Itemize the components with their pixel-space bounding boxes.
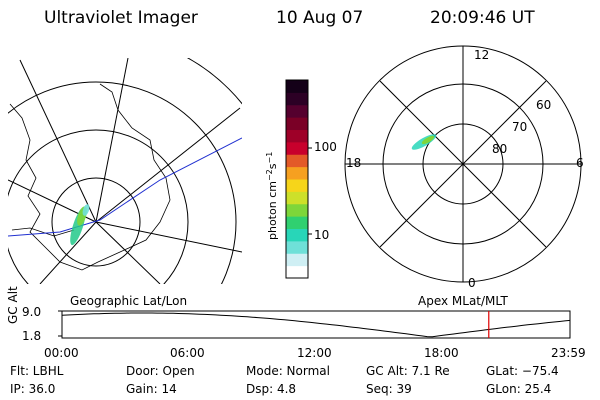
polar-aurora-emission [421, 135, 435, 145]
geo-meridian [39, 221, 97, 284]
colorbar-segment [286, 203, 308, 217]
geo-meridian [19, 59, 97, 223]
timeline-xtick: 12:00 [297, 346, 332, 360]
timeline-ylabel: GC Alt [6, 286, 20, 324]
timeline-xtick: 23:59 [551, 346, 586, 360]
mlat-label-60: 60 [536, 98, 552, 112]
colorbar-segment [286, 117, 308, 131]
geo-lat-circle [8, 81, 237, 284]
colorbar-segment [286, 228, 308, 242]
geo-meridian [95, 221, 242, 253]
colorbar-segment [286, 80, 308, 93]
colorbar-segment [286, 92, 308, 106]
colorbar-segment [286, 154, 308, 168]
colorbar-tick-100: 100 [314, 140, 337, 154]
color-bar [285, 79, 312, 279]
timeline-ytick-min: 1.8 [22, 329, 42, 343]
gain-readout: Gain: 14 [126, 382, 177, 396]
colorbar-segment [286, 265, 308, 279]
geo-meridian [95, 221, 161, 284]
geo-panel-label: Geographic Lat/Lon [70, 294, 188, 308]
timeline-xtick: 06:00 [170, 346, 205, 360]
geo-lat-circle [51, 177, 141, 267]
colorbar-segment [286, 141, 308, 155]
instrument-title: Ultraviolet Imager [44, 8, 198, 28]
colorbar-segment [286, 104, 308, 118]
orbit-timeline [58, 310, 571, 339]
colorbar-segment [286, 253, 308, 267]
mlat-label-70: 70 [512, 120, 528, 134]
mlt-label-midnight: 0 [468, 276, 476, 290]
geo-meridian [95, 107, 241, 223]
dsp-readout: Dsp: 4.8 [246, 382, 297, 396]
mlt-label-dusk: 18 [346, 156, 362, 170]
colorbar-segment [286, 179, 308, 192]
geo-meridian [95, 58, 129, 223]
colorbar-segment [286, 166, 308, 180]
geo-aurora-emission [82, 204, 90, 216]
coastline [9, 83, 171, 271]
time-label: 20:09:46 UT [430, 8, 535, 28]
mlt-label-noon: 12 [474, 48, 490, 62]
timeline-xtick: 00:00 [44, 346, 79, 360]
polar-diagonal [379, 80, 547, 248]
geo-lat-circle [8, 129, 189, 284]
mlt-label-dawn: 6 [576, 156, 584, 170]
polar-plot [344, 45, 582, 283]
altitude-curve [61, 312, 571, 338]
seq-readout: Seq: 39 [366, 382, 412, 396]
colorbar-segment [286, 129, 308, 143]
polar-panel-label: Apex MLat/MLT [418, 294, 508, 308]
mlat-label-80: 80 [492, 142, 508, 156]
timeline-ytick-max: 9.0 [22, 305, 42, 319]
geo-lat-circle [186, 58, 242, 105]
colorbar-unit-label: photon cm−2s−1 [265, 152, 279, 240]
colorbar-frame [285, 79, 309, 279]
gc-alt-readout: GC Alt: 7.1 Re [366, 364, 450, 378]
colorbar-segment [286, 191, 308, 205]
filter-readout: Flt: LBHL [10, 364, 64, 378]
colorbar-segment [286, 216, 308, 230]
ip-readout: IP: 36.0 [10, 382, 56, 396]
date-label: 10 Aug 07 [276, 8, 364, 28]
door-readout: Door: Open [126, 364, 195, 378]
colorbar-tick-10: 10 [314, 228, 330, 242]
coastline [11, 227, 75, 237]
glat-readout: GLat: −75.4 [486, 364, 559, 378]
timeline-xtick: 18:00 [424, 346, 459, 360]
timeline-frame [61, 310, 571, 339]
colorbar-segment [286, 240, 308, 254]
mode-readout: Mode: Normal [246, 364, 330, 378]
terminator-line [8, 137, 242, 237]
geographic-map [8, 58, 242, 284]
glon-readout: GLon: 25.4 [486, 382, 552, 396]
